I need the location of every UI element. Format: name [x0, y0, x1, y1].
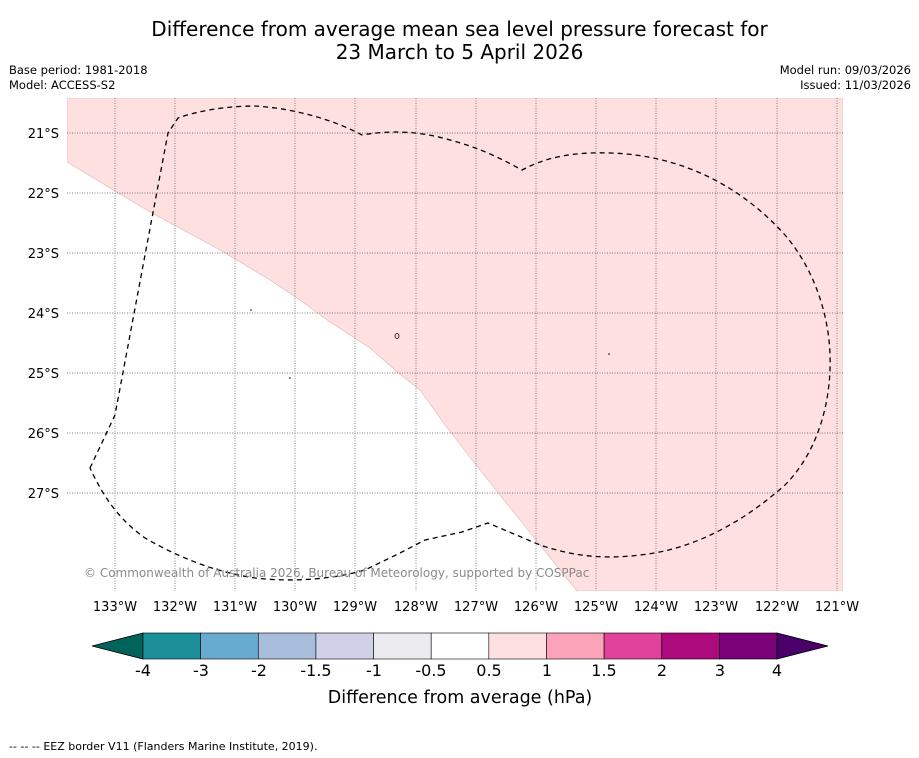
colorbar-cell	[719, 632, 778, 660]
lon-label: 123°W	[694, 600, 738, 615]
colorbar-cell	[430, 632, 490, 660]
lon-label: 132°W	[153, 600, 197, 615]
lon-label: 125°W	[574, 600, 618, 615]
colorbar-cell	[603, 632, 663, 660]
colorbar-cell	[257, 632, 317, 660]
lat-label: 25°S	[28, 367, 59, 382]
lon-label: 126°W	[514, 600, 558, 615]
lat-label: 23°S	[28, 247, 59, 262]
model-run: Model run: 09/03/2026	[779, 63, 911, 77]
colorbar-extend-low	[91, 632, 144, 660]
title-line-2: 23 March to 5 April 2026	[335, 40, 584, 64]
meta-left: Base period: 1981-2018 Model: ACCESS-S2	[9, 63, 148, 93]
island-outline	[394, 333, 400, 339]
lon-label: 133°W	[93, 600, 137, 615]
graticule	[67, 98, 843, 591]
colorbar-tick: -2	[251, 661, 267, 680]
colorbar-tick: 0.5	[476, 661, 501, 680]
colorbar-extend-high	[776, 632, 829, 660]
colorbar-cell	[200, 632, 259, 660]
lat-label: 27°S	[28, 487, 59, 502]
lon-label: 124°W	[634, 600, 678, 615]
island-outline	[608, 353, 610, 355]
colorbar-tick: -3	[193, 661, 209, 680]
eez-border	[89, 105, 831, 581]
island-outline	[289, 377, 291, 379]
lat-label: 22°S	[28, 187, 59, 202]
lat-label: 21°S	[28, 127, 59, 142]
colorbar-tick: 1	[542, 661, 552, 680]
anomaly-region-0.5-to-1	[67, 98, 843, 591]
island-outline	[250, 309, 252, 311]
colorbar-cell	[661, 632, 720, 660]
colorbar-tick: 4	[772, 661, 782, 680]
eez-legend-marker: -- -- --	[9, 740, 40, 753]
title-line-1: Difference from average mean sea level p…	[151, 17, 768, 41]
colorbar: -4 -3 -2 -1.5 -1 -0.5 0.5 1 1.5 2 3 4 Di…	[91, 632, 829, 708]
colorbar-cell	[488, 632, 547, 660]
colorbar-tick: -1	[366, 661, 382, 680]
lon-label: 127°W	[454, 600, 498, 615]
map-title: Difference from average mean sea level p…	[0, 18, 919, 64]
colorbar-cell	[315, 632, 374, 660]
colorbar-label: Difference from average (hPa)	[328, 688, 593, 708]
colorbar-tick: 2	[657, 661, 667, 680]
lon-label: 122°W	[755, 600, 799, 615]
lat-label: 24°S	[28, 307, 59, 322]
map-panel: © Commonwealth of Australia 2026, Bureau…	[67, 98, 843, 591]
lat-label: 26°S	[28, 427, 59, 442]
base-period: Base period: 1981-2018	[9, 63, 148, 77]
latitude-labels: 21°S 22°S 23°S 24°S 25°S 26°S 27°S	[28, 127, 59, 502]
colorbar-tick: -1.5	[300, 661, 331, 680]
colorbar-cell	[142, 632, 201, 660]
lon-label: 130°W	[273, 600, 317, 615]
longitude-labels: 133°W 132°W 131°W 130°W 129°W 128°W 127°…	[93, 600, 859, 615]
colorbar-tick: 1.5	[591, 661, 616, 680]
colorbar-tick: -4	[135, 661, 151, 680]
lon-label: 121°W	[815, 600, 859, 615]
meta-right: Model run: 09/03/2026 Issued: 11/03/2026	[780, 63, 911, 93]
issued-date: Issued: 11/03/2026	[800, 78, 911, 92]
colorbar-cell	[373, 632, 432, 660]
lon-label: 128°W	[394, 600, 438, 615]
eez-legend-text: EEZ border V11 (Flanders Marine Institut…	[43, 740, 318, 753]
model-name: Model: ACCESS-S2	[9, 78, 116, 92]
colorbar-cell	[546, 632, 605, 660]
colorbar-tick: -0.5	[415, 661, 446, 680]
copyright-notice: © Commonwealth of Australia 2026, Bureau…	[84, 566, 589, 580]
lon-label: 129°W	[333, 600, 377, 615]
footer-legend: -- -- -- EEZ border V11 (Flanders Marine…	[9, 740, 317, 753]
lon-label: 131°W	[213, 600, 257, 615]
colorbar-tick: 3	[715, 661, 725, 680]
